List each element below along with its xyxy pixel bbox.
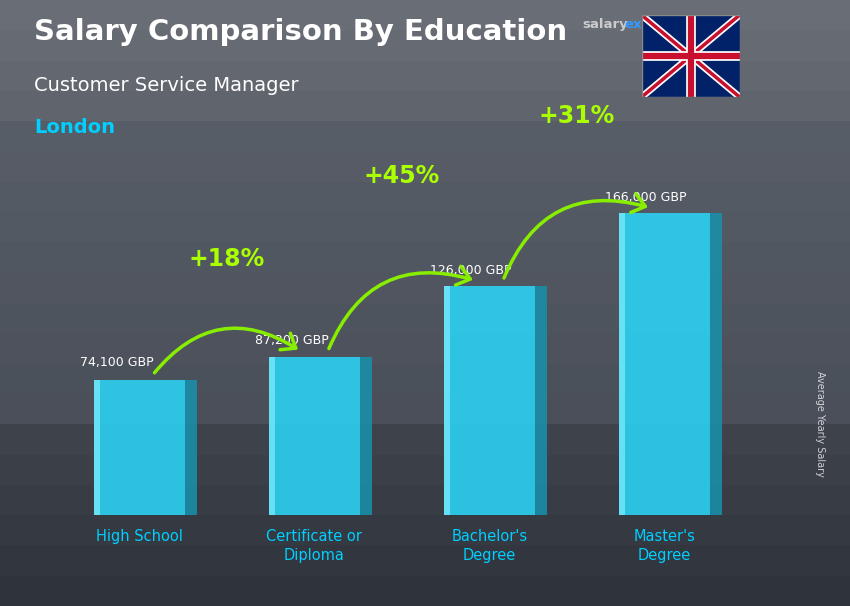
Bar [94, 381, 100, 515]
Text: 166,000 GBP: 166,000 GBP [605, 191, 687, 204]
FancyArrowPatch shape [504, 194, 645, 278]
Text: 87,200 GBP: 87,200 GBP [255, 333, 328, 347]
Text: Customer Service Manager: Customer Service Manager [34, 76, 298, 95]
FancyArrowPatch shape [155, 328, 296, 373]
Text: +31%: +31% [539, 104, 615, 128]
Text: London: London [34, 118, 115, 137]
FancyBboxPatch shape [269, 356, 360, 515]
Text: salary: salary [582, 18, 628, 31]
Bar [619, 213, 626, 515]
Polygon shape [710, 213, 722, 515]
FancyBboxPatch shape [444, 286, 535, 515]
Text: Salary Comparison By Education: Salary Comparison By Education [34, 18, 567, 46]
Text: +45%: +45% [364, 164, 439, 188]
Text: +18%: +18% [189, 247, 264, 271]
Polygon shape [535, 286, 547, 515]
Polygon shape [360, 356, 372, 515]
FancyArrowPatch shape [329, 266, 470, 348]
Text: explorer: explorer [625, 18, 688, 31]
Bar [269, 356, 275, 515]
Text: 126,000 GBP: 126,000 GBP [430, 264, 511, 277]
Text: .com: .com [685, 18, 721, 31]
Text: 74,100 GBP: 74,100 GBP [80, 356, 153, 368]
FancyBboxPatch shape [619, 213, 710, 515]
Text: Average Yearly Salary: Average Yearly Salary [815, 371, 825, 477]
Polygon shape [184, 381, 197, 515]
Bar [444, 286, 450, 515]
FancyBboxPatch shape [94, 381, 184, 515]
